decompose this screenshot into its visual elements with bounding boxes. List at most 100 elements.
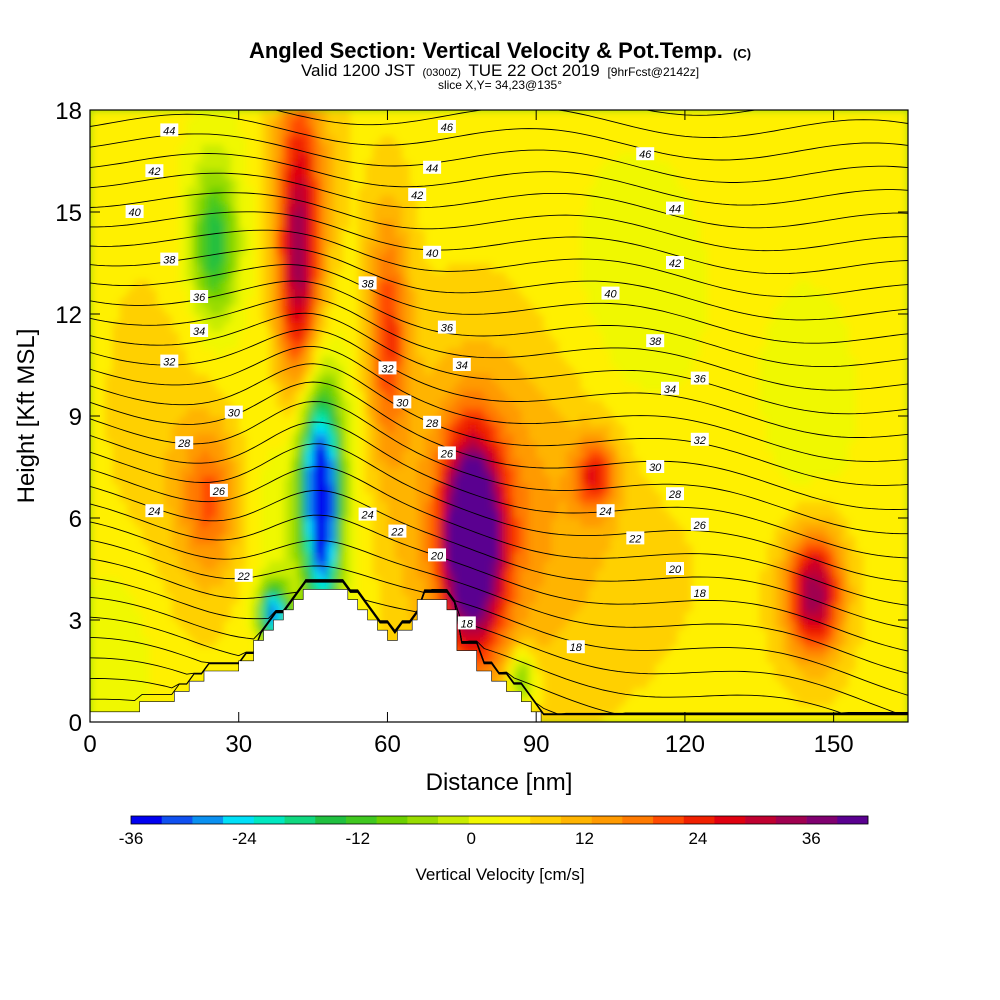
velocity-cell: [142, 365, 151, 375]
velocity-cell: [268, 229, 277, 239]
velocity-cell: [268, 586, 277, 596]
velocity-cell: [499, 662, 508, 672]
velocity-cell: [424, 229, 433, 239]
velocity-cell: [551, 535, 560, 545]
velocity-cell: [528, 288, 537, 298]
velocity-cell: [261, 314, 270, 324]
velocity-cell: [365, 526, 374, 536]
velocity-cell: [261, 492, 270, 502]
velocity-cell: [209, 348, 218, 358]
velocity-cell: [476, 450, 485, 460]
velocity-cell: [283, 594, 292, 604]
velocity-cell: [558, 441, 567, 451]
velocity-cell: [209, 509, 218, 519]
velocity-cell: [268, 518, 277, 528]
velocity-cell: [484, 577, 493, 587]
velocity-cell: [171, 654, 180, 664]
velocity-cell: [186, 229, 195, 239]
velocity-cell: [112, 509, 121, 519]
velocity-cell: [432, 331, 441, 341]
velocity-cell: [134, 688, 143, 698]
velocity-cell: [320, 297, 329, 307]
velocity-cell: [142, 339, 151, 349]
velocity-cell: [551, 620, 560, 630]
velocity-cell: [142, 186, 151, 196]
velocity-cell: [432, 458, 441, 468]
velocity-cell: [290, 186, 299, 196]
velocity-cell: [595, 611, 604, 621]
velocity-cell: [372, 237, 381, 247]
velocity-cell: [104, 467, 113, 477]
velocity-cell: [246, 297, 255, 307]
velocity-cell: [543, 475, 552, 485]
velocity-cell: [112, 458, 121, 468]
velocity-cell: [305, 254, 314, 264]
velocity-cell: [499, 186, 508, 196]
velocity-cell: [164, 212, 173, 222]
velocity-cell: [261, 322, 270, 332]
velocity-cell: [112, 696, 121, 706]
velocity-cell: [231, 322, 240, 332]
velocity-cell: [119, 263, 128, 273]
velocity-cell: [350, 263, 359, 273]
velocity-cell: [201, 246, 210, 256]
velocity-cell: [342, 399, 351, 409]
velocity-cell: [171, 560, 180, 570]
velocity-cell: [454, 569, 463, 579]
velocity-cell: [313, 212, 322, 222]
velocity-cell: [595, 339, 604, 349]
velocity-cell: [394, 365, 403, 375]
velocity-cell: [446, 399, 455, 409]
velocity-cell: [246, 577, 255, 587]
velocity-cell: [275, 297, 284, 307]
velocity-cell: [209, 220, 218, 230]
velocity-cell: [253, 110, 262, 120]
velocity-cell: [439, 594, 448, 604]
velocity-cell: [573, 586, 582, 596]
velocity-cell: [298, 169, 307, 179]
velocity-cell: [238, 390, 247, 400]
velocity-cell: [142, 424, 151, 434]
velocity-cell: [432, 144, 441, 154]
velocity-cell: [261, 518, 270, 528]
velocity-cell: [357, 586, 366, 596]
velocity-cell: [424, 407, 433, 417]
velocity-cell: [127, 305, 136, 315]
velocity-cell: [171, 662, 180, 672]
velocity-cell: [104, 645, 113, 655]
velocity-cell: [320, 492, 329, 502]
velocity-cell: [231, 543, 240, 553]
velocity-cell: [231, 484, 240, 494]
velocity-cell: [580, 594, 589, 604]
velocity-cell: [97, 416, 106, 426]
velocity-cell: [97, 144, 106, 154]
velocity-cell: [588, 305, 597, 315]
velocity-cell: [283, 135, 292, 145]
velocity-cell: [290, 509, 299, 519]
velocity-cell: [342, 569, 351, 579]
velocity-cell: [90, 382, 99, 392]
velocity-cell: [506, 220, 515, 230]
velocity-cell: [387, 152, 396, 162]
velocity-cell: [491, 271, 500, 281]
velocity-cell: [521, 322, 530, 332]
velocity-cell: [201, 526, 210, 536]
velocity-cell: [104, 348, 113, 358]
velocity-cell: [528, 535, 537, 545]
velocity-cell: [156, 671, 165, 681]
velocity-cell: [313, 135, 322, 145]
velocity-cell: [216, 263, 225, 273]
velocity-cell: [499, 569, 508, 579]
velocity-cell: [543, 407, 552, 417]
velocity-cell: [90, 271, 99, 281]
velocity-cell: [372, 543, 381, 553]
velocity-cell: [156, 178, 165, 188]
velocity-cell: [275, 424, 284, 434]
velocity-cell: [231, 212, 240, 222]
velocity-cell: [216, 144, 225, 154]
velocity-cell: [365, 195, 374, 205]
velocity-cell: [253, 509, 262, 519]
velocity-cell: [372, 509, 381, 519]
velocity-cell: [335, 484, 344, 494]
velocity-cell: [238, 467, 247, 477]
